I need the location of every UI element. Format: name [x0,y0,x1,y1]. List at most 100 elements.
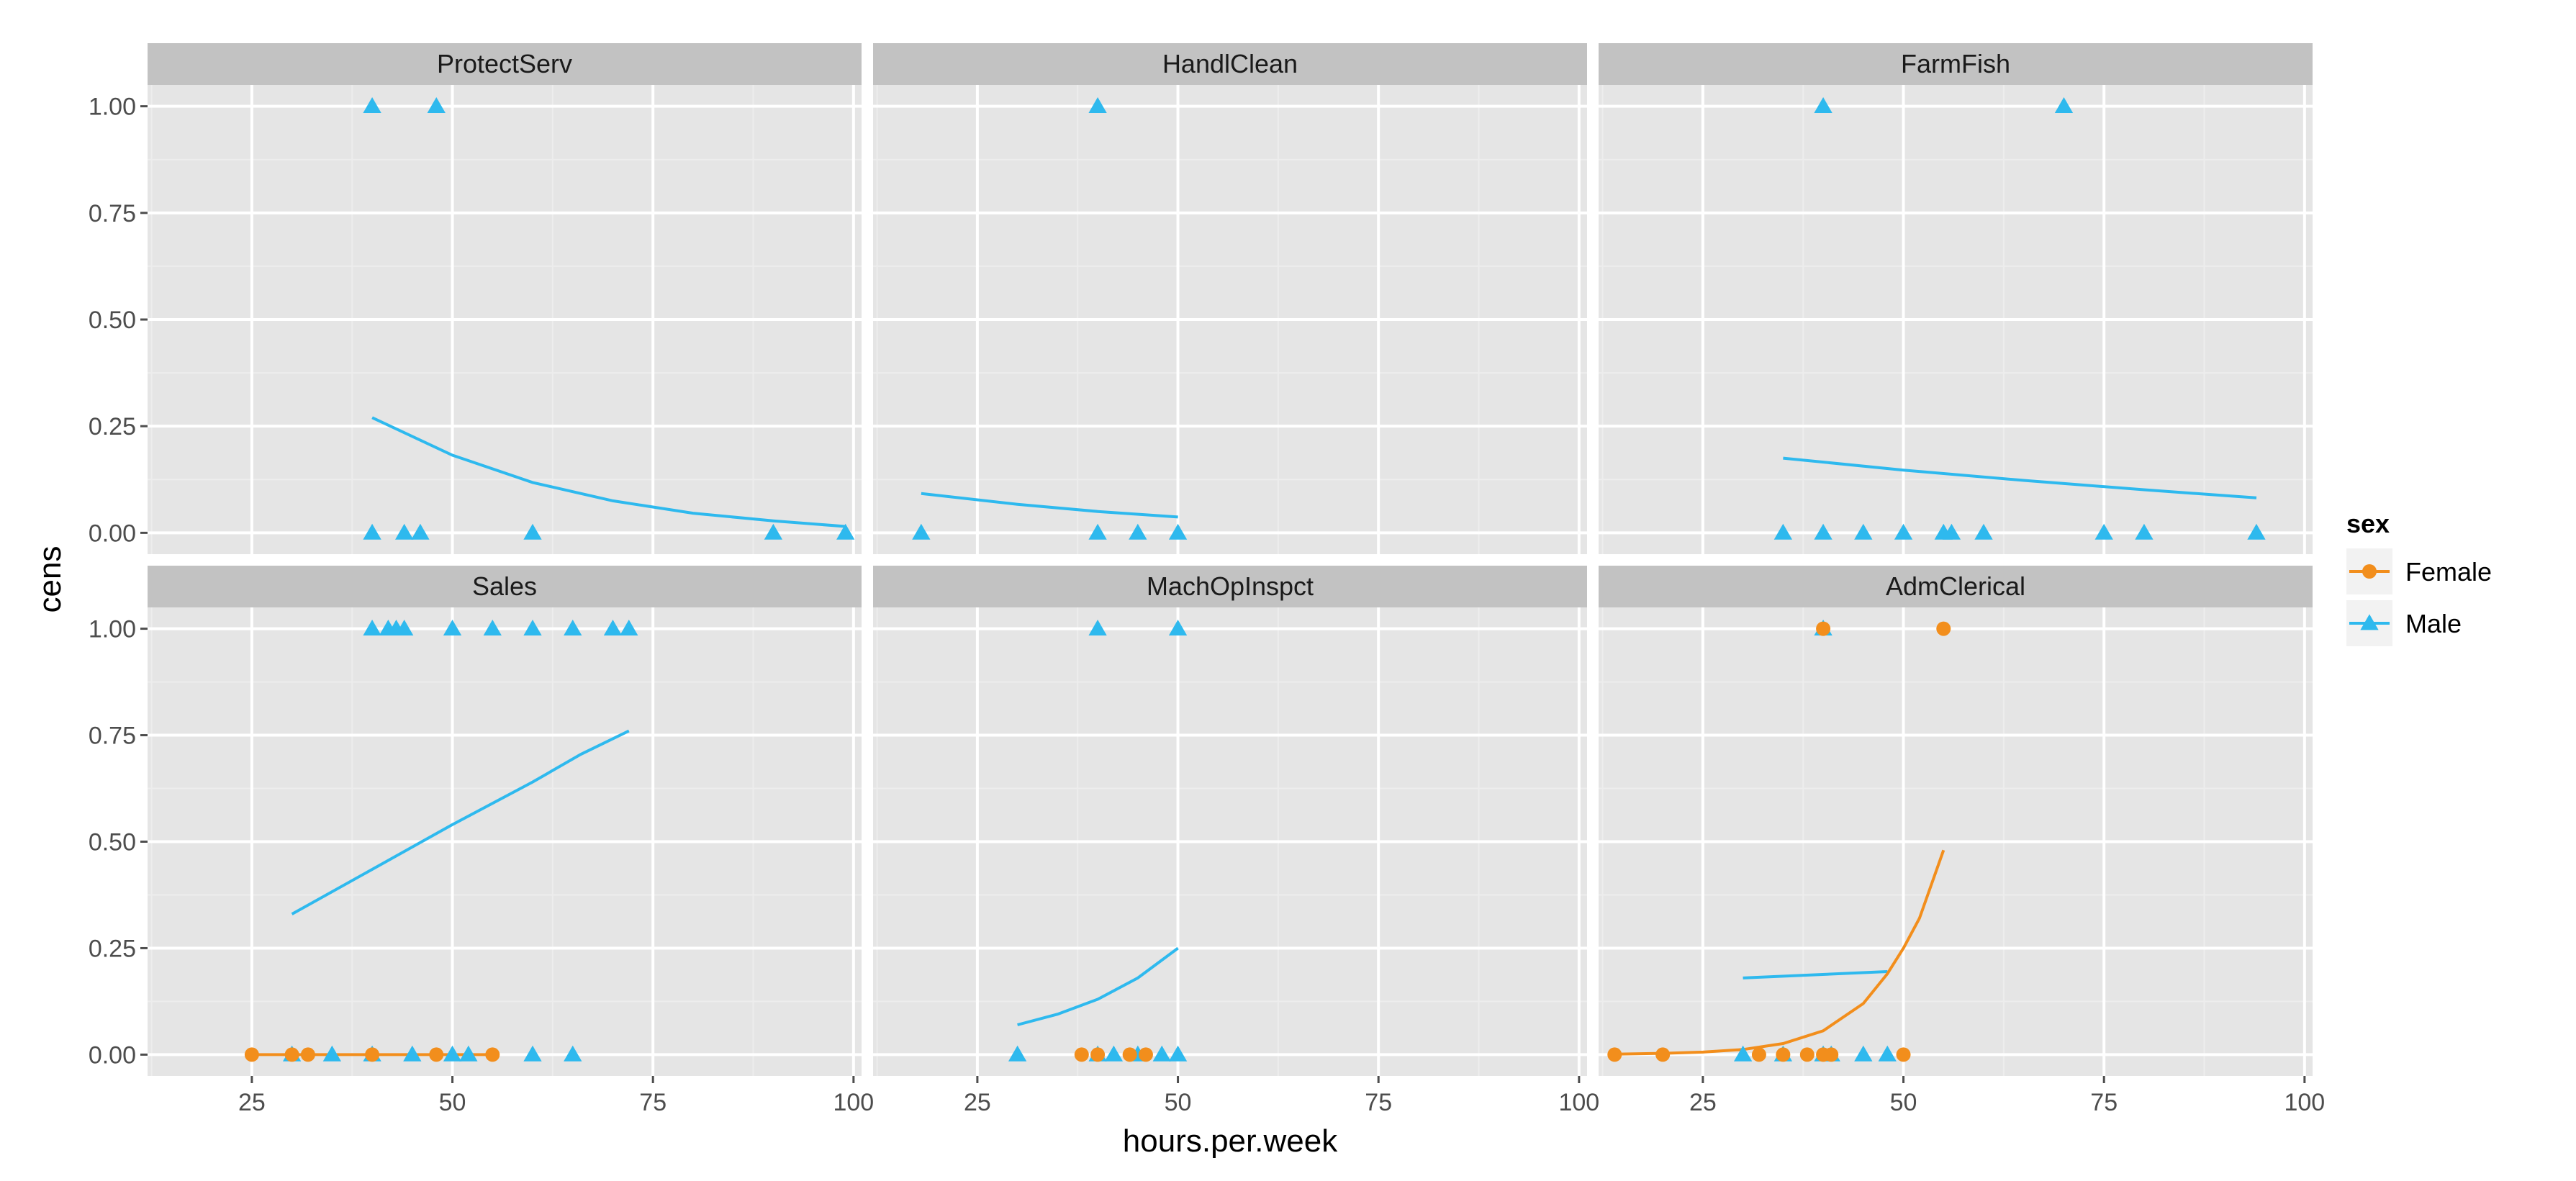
y-tick-label: 0.75 [89,723,136,750]
fit-line-male [1743,970,1888,979]
point-male [564,1045,582,1062]
point-female [1824,1047,1839,1062]
facet-strip [148,43,862,85]
fit-line-male [291,729,630,915]
point-male [2054,96,2074,113]
y-tick-label: 0.25 [89,413,136,440]
point-female [1138,1047,1153,1062]
point-male [1773,523,1793,540]
point-male [1878,1045,1897,1062]
y-tick-label: 1.00 [89,616,136,643]
point-male [2135,523,2154,540]
y-tick-label: 0.00 [89,1041,136,1069]
x-tick-label: 75 [2090,1089,2118,1116]
point-female [1122,1047,1137,1062]
point-male [2094,523,2113,540]
point-female [284,1047,299,1062]
point-female [244,1047,259,1062]
x-tick-label: 100 [1558,1089,1599,1116]
facet-strip [148,566,862,607]
point-female [1607,1047,1622,1062]
point-male [523,1045,542,1062]
point-male [1168,523,1188,540]
point-male [620,619,638,635]
point-male [1129,523,1147,540]
y-axis-title: cens [32,546,68,613]
point-male [1942,523,1961,540]
point-male [1894,523,1913,540]
x-tick-label: 50 [1165,1089,1192,1116]
point-male [459,1045,478,1062]
point-female [1751,1047,1766,1062]
point-male [1168,619,1188,635]
x-tick-label: 100 [833,1089,874,1116]
point-male [1088,96,1107,113]
x-tick-label: 75 [1365,1089,1392,1116]
point-female [300,1047,315,1062]
y-tick-label: 0.75 [89,200,136,227]
facet-strip [873,43,1587,85]
facet-strip [1599,43,2313,85]
point-female [429,1047,444,1062]
point-female [365,1047,380,1062]
point-male [395,523,414,540]
fit-line-male [921,492,1178,519]
point-female [1936,621,1951,636]
y-tick-label: 0.25 [89,935,136,962]
point-male [1854,523,1873,540]
point-male [363,619,381,635]
fit-line-male [1783,456,2257,499]
legend-key-point-triangle [2360,614,2379,630]
point-male [523,619,542,635]
fit-line-male [371,416,846,528]
point-male [1088,523,1107,540]
x-tick-label: 50 [1890,1089,1917,1116]
point-male [523,523,542,540]
x-tick-label: 75 [639,1089,666,1116]
legend-label: Female [2405,557,2492,587]
point-male [1814,523,1832,540]
point-male [1814,96,1832,113]
point-male [1733,1045,1753,1062]
point-male [403,1045,422,1062]
x-tick-label: 25 [964,1089,991,1116]
point-female [1776,1047,1791,1062]
legend-label: Male [2405,609,2462,638]
facet-title: FarmFish [1901,49,2010,78]
y-tick-label: 0.50 [89,307,136,334]
point-female [1655,1047,1671,1062]
point-female [1896,1047,1911,1062]
facet-title: AdmClerical [1886,571,2025,601]
x-axis-title: hours.per.week [1123,1123,1338,1159]
point-male [1974,523,1993,540]
point-female [1799,1047,1815,1062]
point-male [443,1045,462,1062]
facet-title: Sales [472,571,537,601]
point-male [1854,1045,1873,1062]
point-male [1088,619,1107,635]
y-tick-label: 0.00 [89,520,136,547]
x-tick-label: 50 [439,1089,466,1116]
point-male [427,96,446,113]
point-male [764,523,783,540]
point-male [395,619,414,635]
point-male [2247,523,2266,540]
point-female [1090,1047,1106,1062]
point-female [485,1047,500,1062]
facet-strip [1599,566,2313,607]
facet-title: ProtectServ [437,49,572,78]
point-female [1816,621,1831,636]
point-male [411,523,430,540]
facet-title: MachOpInspct [1147,571,1314,601]
point-male [483,619,502,635]
point-male [322,1045,342,1062]
y-tick-label: 0.50 [89,829,136,856]
point-male [1152,1045,1171,1062]
legend-title: sex [2346,509,2390,538]
point-male [1008,1045,1027,1062]
point-male [1104,1045,1124,1062]
fit-line-female [1614,849,1945,1056]
point-male [912,523,931,540]
